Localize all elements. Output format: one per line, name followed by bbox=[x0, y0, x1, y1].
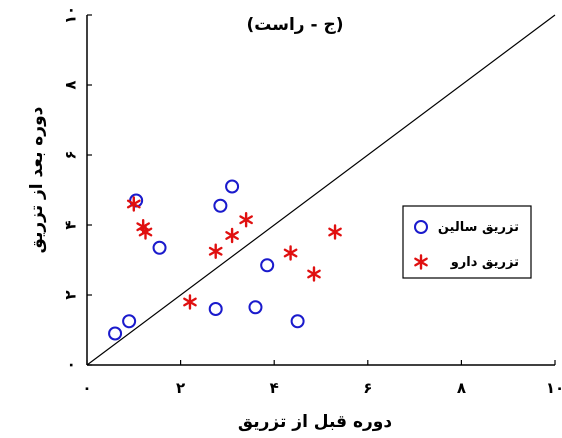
y-tick-label: ۲ bbox=[62, 290, 80, 299]
data-point-saline bbox=[248, 300, 263, 315]
y-axis-label: دوره بعد از تزریق bbox=[27, 106, 47, 253]
y-tick-label: ۴ bbox=[62, 220, 80, 229]
x-tick-label: ۶ bbox=[363, 379, 372, 397]
data-point-drug bbox=[126, 196, 141, 212]
legend-marker-drug bbox=[414, 254, 428, 270]
data-point-saline bbox=[225, 179, 240, 194]
legend-marker-saline bbox=[414, 220, 428, 234]
x-tick-label: ۴ bbox=[270, 379, 279, 397]
data-point-saline bbox=[213, 198, 228, 213]
legend-asterisk-marker bbox=[414, 254, 428, 270]
data-point-drug bbox=[208, 243, 223, 259]
data-point-drug bbox=[283, 245, 298, 261]
reference-line-y-equals-x bbox=[86, 14, 556, 366]
x-tick-label: ۰ bbox=[82, 379, 91, 397]
x-axis-label: دوره قبل از تزریق bbox=[238, 412, 392, 432]
data-point-saline bbox=[208, 302, 223, 316]
data-point-drug bbox=[239, 212, 253, 228]
x-tick-label: ۸ bbox=[457, 379, 466, 397]
data-point-saline bbox=[122, 314, 137, 329]
data-point-saline bbox=[290, 314, 305, 329]
legend-label-saline: تزریق سالین bbox=[438, 220, 519, 235]
legend-circle-marker bbox=[414, 220, 428, 234]
data-point-drug bbox=[225, 227, 239, 244]
data-point-drug bbox=[183, 294, 197, 310]
legend-box bbox=[402, 205, 532, 279]
data-point-saline bbox=[152, 240, 167, 255]
y-tick-label: ۱۰ bbox=[62, 6, 80, 24]
y-tick-label: ۶ bbox=[62, 150, 80, 159]
legend-label-drug: تزریق دارو bbox=[450, 255, 519, 270]
tick-labels: ۰ ۲ ۴ ۶ ۸ ۱۰ ۰ ۲ ۴ ۶ ۸ ۱۰ bbox=[62, 6, 562, 397]
data-points bbox=[108, 179, 342, 341]
x-tick-label: ۱۰ bbox=[546, 379, 562, 397]
data-point-drug bbox=[307, 266, 321, 282]
x-tick-label: ۲ bbox=[176, 379, 185, 397]
data-point-drug bbox=[328, 224, 342, 240]
data-point-saline bbox=[108, 326, 123, 341]
plot-frame bbox=[86, 14, 556, 366]
data-point-saline bbox=[260, 258, 275, 273]
y-tick-label: ۸ bbox=[62, 80, 80, 89]
legend: تزریق سالین تزریق دارو bbox=[402, 205, 532, 279]
chart-title: (ج - راست) bbox=[246, 15, 343, 35]
y-tick-label: ۰ bbox=[62, 360, 80, 369]
data-point-drug bbox=[138, 224, 153, 240]
